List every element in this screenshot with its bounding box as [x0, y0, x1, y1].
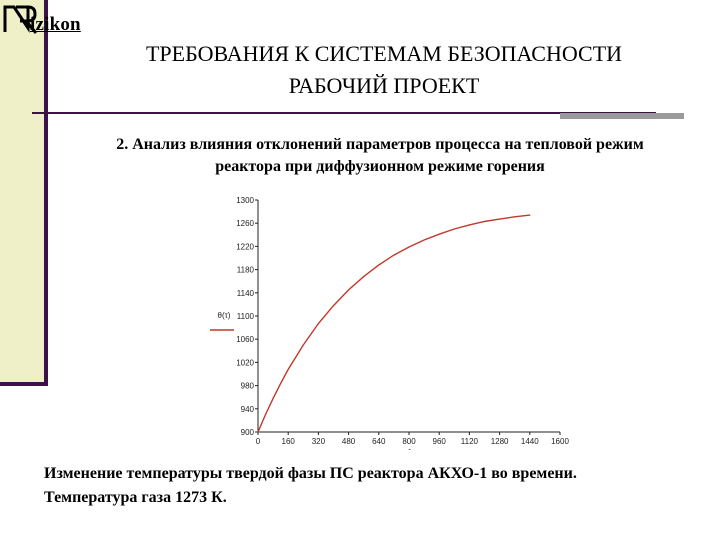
- y-axis-label: θ(τ): [218, 311, 231, 320]
- side-panel-bottom-border: [0, 382, 48, 386]
- data-point: [332, 305, 335, 307]
- x-tick-label: 960: [433, 437, 447, 446]
- y-tick-label: 940: [241, 405, 255, 414]
- x-tick-label: 160: [282, 437, 296, 446]
- x-tick-label: 640: [372, 437, 386, 446]
- title-divider-accent: [560, 113, 684, 119]
- y-tick-label: 1100: [237, 312, 255, 321]
- logo-text: izikon: [30, 14, 81, 35]
- rizikon-logo-mark-icon: [3, 5, 38, 34]
- y-tick-label: 1260: [236, 219, 254, 228]
- data-point: [287, 368, 289, 370]
- data-point: [317, 322, 319, 325]
- y-tick-label: 1220: [236, 242, 254, 251]
- x-tick-label: 480: [342, 437, 356, 446]
- title-divider: [32, 112, 656, 114]
- y-tick-label: 900: [241, 428, 255, 437]
- x-tick-label: 320: [312, 437, 326, 446]
- data-point: [280, 382, 282, 384]
- section-subtitle: 2. Анализ влияния отклонений параметров …: [40, 134, 720, 178]
- data-point: [468, 224, 470, 226]
- page-title: ТРЕБОВАНИЯ К СИСТЕМАМ БЕЗОПАСНОСТИ РАБОЧ…: [48, 38, 720, 102]
- x-tick-label: 1120: [461, 437, 479, 446]
- data-point: [514, 216, 516, 218]
- y-tick-label: 1300: [236, 196, 254, 205]
- x-tick-label: 1280: [491, 437, 509, 446]
- x-tick-label: 1600: [551, 437, 569, 446]
- data-point: [302, 344, 304, 346]
- data-point: [423, 239, 425, 241]
- x-tick-label: 0: [256, 437, 261, 446]
- side-panel-border: [44, 0, 48, 386]
- title-line-1: ТРЕБОВАНИЯ К СИСТЕМАМ БЕЗОПАСНОСТИ: [145, 41, 623, 66]
- data-point: [272, 397, 274, 399]
- title-line-2: РАБОЧИЙ ПРОЕКТ: [288, 73, 480, 98]
- data-point: [348, 289, 350, 291]
- x-tick-label: 800: [402, 437, 416, 446]
- caption-line-1: Изменение температуры твердой фазы ПС ре…: [44, 465, 577, 482]
- data-point: [363, 276, 365, 278]
- figure-caption: Изменение температуры твердой фазы ПС ре…: [44, 462, 720, 510]
- caption-line-2: Температура газа 1273 К.: [44, 489, 227, 506]
- data-point: [393, 254, 395, 256]
- decorative-side-panel: [0, 0, 44, 384]
- data-point: [257, 431, 259, 433]
- data-point: [264, 414, 267, 416]
- temperature-chart: 900 940 980 1020 1060 1100 1140 1180 1220 1260 130…: [210, 196, 569, 450]
- data-point: [529, 214, 531, 216]
- data-point: [408, 246, 410, 248]
- y-tick-label: 1060: [236, 335, 254, 344]
- rizikon-logo: izikon: [2, 4, 112, 36]
- data-point: [453, 228, 455, 230]
- y-tick-label: 1020: [236, 358, 254, 367]
- y-tick-label: 980: [241, 382, 255, 391]
- y-tick-label: 1180: [237, 266, 255, 275]
- subtitle-line-2: реактора при диффузионном режиме горения: [215, 158, 545, 175]
- data-point: [378, 264, 380, 266]
- data-point: [499, 218, 501, 220]
- y-tick-label: 1140: [237, 289, 255, 298]
- x-tick-label: 1440: [521, 437, 539, 446]
- data-point: [483, 220, 486, 223]
- data-point: [438, 233, 440, 235]
- x-axis-label: τ−τ1: [398, 449, 412, 450]
- series-line-temperature: [257, 214, 530, 433]
- subtitle-line-1: 2. Анализ влияния отклонений параметров …: [116, 136, 644, 153]
